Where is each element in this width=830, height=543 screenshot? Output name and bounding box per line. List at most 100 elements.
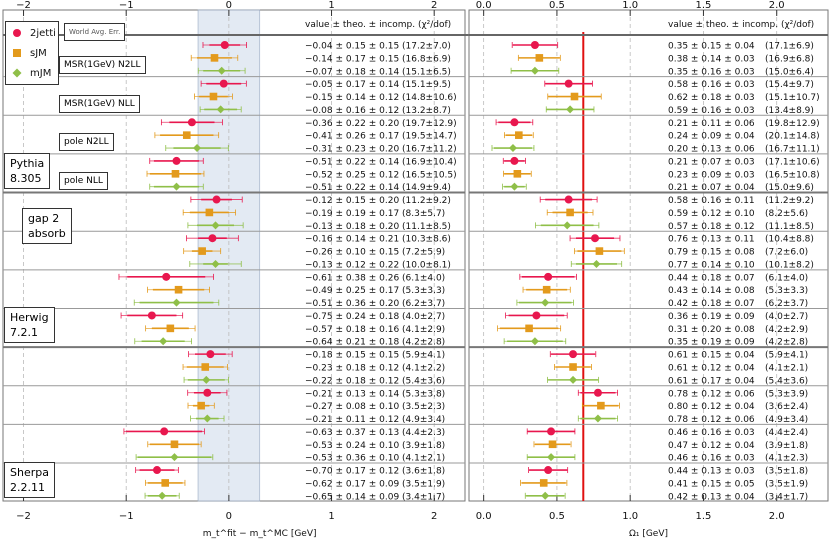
chi2-text: (8.3±5.7) xyxy=(402,209,445,219)
value-text: 0.23 ± 0.09 ± 0.03 xyxy=(668,170,755,180)
data-point-square xyxy=(197,401,205,410)
value-text: −0.75 ± 0.24 ± 0.18 xyxy=(305,312,399,322)
value-text: 0.35 ± 0.15 ± 0.04 xyxy=(668,42,755,52)
data-point-square xyxy=(198,247,206,255)
chi2-text: (4.9±3.4) xyxy=(765,415,808,425)
data-point-diamond xyxy=(217,66,226,75)
value-text: −0.26 ± 0.10 ± 0.15 xyxy=(305,248,399,258)
value-text: −0.23 ± 0.18 ± 0.12 xyxy=(305,364,399,374)
chi2-text: (6.1±4.0) xyxy=(765,273,808,283)
value-text: 0.77 ± 0.14 ± 0.10 xyxy=(668,260,755,270)
data-point-square xyxy=(209,92,218,101)
data-point-square xyxy=(548,440,557,449)
generator-label-pythia: Pythia 8.305 xyxy=(4,153,51,189)
tick-label-top: 1 xyxy=(328,0,334,11)
data-point-diamond xyxy=(158,491,167,500)
data-point-circle xyxy=(187,118,196,127)
legend-item-2jetti: 2jetti xyxy=(12,26,56,40)
data-point-square xyxy=(182,131,191,139)
value-text: −0.41 ± 0.26 ± 0.17 xyxy=(305,132,399,142)
value-text: 0.21 ± 0.11 ± 0.06 xyxy=(668,119,755,129)
plot-frame xyxy=(468,9,829,502)
value-text: 0.47 ± 0.12 ± 0.04 xyxy=(668,441,755,451)
data-point-circle xyxy=(160,427,169,436)
chi2-text: (17.1±10.6) xyxy=(765,157,820,167)
chi2-text: (4.0±2.7) xyxy=(765,312,808,322)
tick-label-bottom: 1.5 xyxy=(695,511,711,522)
data-point-diamond xyxy=(193,144,202,153)
legend-label: sJM xyxy=(30,47,47,59)
right-panel: 0.0 0.0 0.5 0.5 1.0 1.0 1.5 1.5 2.0 2.0 Ω₁ [GeV] va… xyxy=(468,0,829,539)
chi2-text: (4.1±2.9) xyxy=(402,325,445,335)
data-point-circle xyxy=(532,311,541,320)
value-text: −0.63 ± 0.37 ± 0.13 xyxy=(305,428,399,438)
chi2-text: (3.4±1.7) xyxy=(765,492,808,502)
value-text: −0.53 ± 0.24 ± 0.10 xyxy=(305,441,399,451)
value-text: −0.31 ± 0.23 ± 0.20 xyxy=(305,145,399,155)
chi2-text: (3.5±1.8) xyxy=(765,467,808,477)
chi2-text: (4.2±2.8) xyxy=(402,338,445,348)
value-text: −0.13 ± 0.12 ± 0.22 xyxy=(305,260,399,270)
value-text: 0.61 ± 0.15 ± 0.04 xyxy=(668,351,755,361)
chi2-text: (4.9±3.4) xyxy=(402,415,445,425)
data-point-circle xyxy=(564,195,573,204)
value-text: 0.38 ± 0.14 ± 0.03 xyxy=(668,54,755,64)
data-point-diamond xyxy=(547,453,556,462)
value-text: −0.61 ± 0.38 ± 0.26 xyxy=(305,273,399,283)
scheme-label-pole-nll: pole NLL xyxy=(59,172,108,190)
chi2-text: (10.3±8.6) xyxy=(402,235,451,245)
value-text: −0.52 ± 0.25 ± 0.12 xyxy=(305,170,399,180)
chi2-text: (3.6±1.8) xyxy=(402,467,445,477)
value-text: 0.62 ± 0.18 ± 0.03 xyxy=(668,93,755,103)
data-point-diamond xyxy=(211,259,220,268)
data-point-circle xyxy=(212,195,221,204)
chi2-text: (4.1±2.1) xyxy=(402,454,445,464)
value-text: 0.79 ± 0.15 ± 0.08 xyxy=(668,248,755,258)
data-point-circle xyxy=(510,156,519,165)
data-point-square xyxy=(569,363,577,371)
chi2-text: (3.9±1.8) xyxy=(402,441,445,451)
chi2-text: (5.9±4.1) xyxy=(402,351,445,361)
tick-label-top: 1.0 xyxy=(622,0,638,11)
gap-label-line2: absorb xyxy=(28,227,66,240)
gap-label-line1: gap 2 xyxy=(28,212,60,225)
data-point-square xyxy=(535,54,544,62)
chi2-text: (17.2±7.0) xyxy=(402,42,451,52)
value-text: 0.58 ± 0.16 ± 0.03 xyxy=(668,80,755,90)
legend-marker-diamond xyxy=(12,68,22,78)
data-point-circle xyxy=(153,466,161,475)
data-point-square xyxy=(595,247,604,255)
tick-label-top: −2 xyxy=(16,0,31,11)
data-point-square xyxy=(570,92,579,101)
chi2-text: (4.1±2.1) xyxy=(765,364,808,374)
value-text: 0.78 ± 0.12 ± 0.06 xyxy=(668,415,755,425)
generator-version: 7.2.1 xyxy=(10,326,38,339)
tick-label-top: 0.0 xyxy=(476,0,492,11)
value-text: −0.51 ± 0.36 ± 0.20 xyxy=(305,299,399,309)
chi2-text: (7.2±6.0) xyxy=(765,248,808,258)
chi2-text: (8.2±5.6) xyxy=(765,209,808,219)
chi2-text: (6.2±3.7) xyxy=(402,299,445,309)
scheme-label-msr-n2ll: MSR(1GeV) N2LL xyxy=(59,56,146,74)
legend: 2jetti sJM mJM xyxy=(5,21,59,85)
scheme-label-msr-nll: MSR(1GeV) NLL xyxy=(59,95,140,113)
chi2-text: (15.1±10.7) xyxy=(765,93,820,103)
tick-label-top: 2 xyxy=(431,0,437,11)
chi2-text: (15.0±9.6) xyxy=(765,183,814,193)
value-text: −0.18 ± 0.15 ± 0.15 xyxy=(305,351,399,361)
data-point-square xyxy=(515,131,523,139)
chi2-text: (14.8±10.6) xyxy=(402,93,457,103)
legend-marker-square xyxy=(13,49,21,57)
chi2-text: (19.5±14.7) xyxy=(402,132,457,142)
data-point-circle xyxy=(591,234,600,243)
data-point-circle xyxy=(147,311,156,320)
value-text: −0.62 ± 0.17 ± 0.09 xyxy=(305,479,399,489)
chi2-text: (11.2±9.2) xyxy=(402,196,451,206)
chi2-text: (13.4±8.9) xyxy=(765,106,814,116)
data-point-square xyxy=(166,324,175,333)
tick-label-bottom: 1.0 xyxy=(622,511,638,522)
value-text: 0.46 ± 0.16 ± 0.03 xyxy=(668,428,755,438)
value-text: 0.24 ± 0.09 ± 0.04 xyxy=(668,132,755,142)
value-text: −0.36 ± 0.22 ± 0.20 xyxy=(305,119,399,129)
